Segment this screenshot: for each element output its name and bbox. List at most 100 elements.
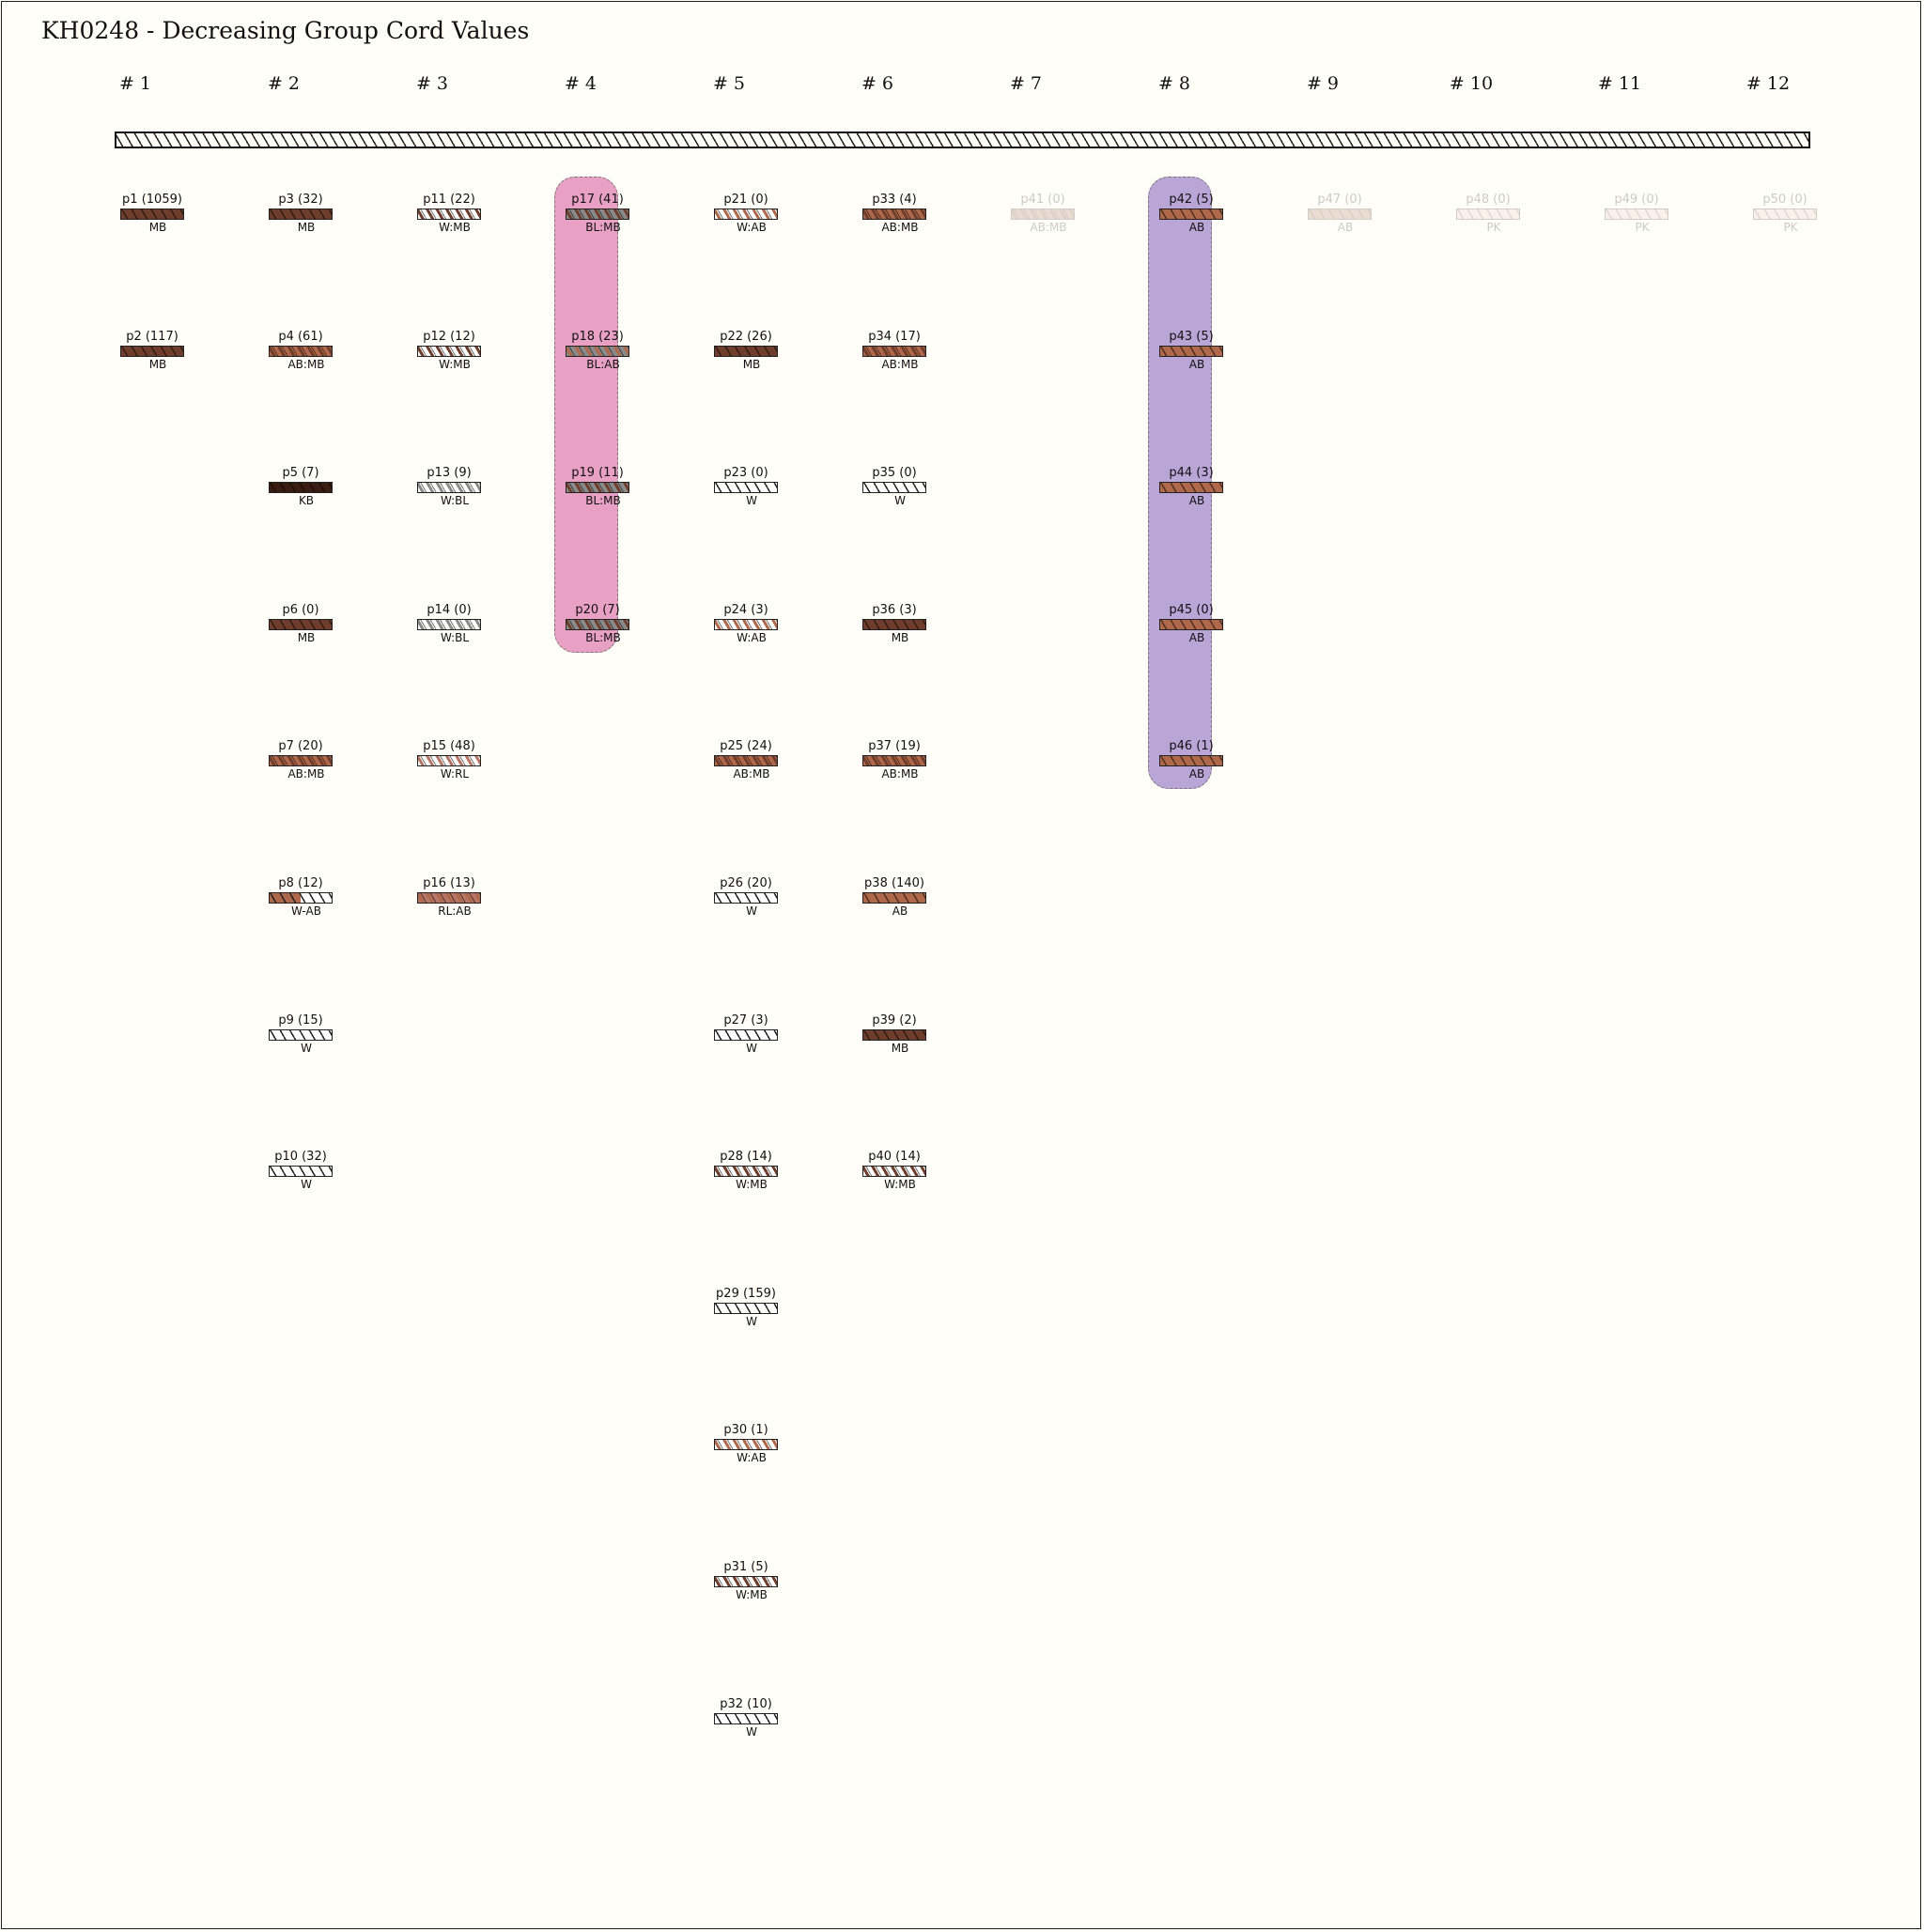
cord-label: p40 (14) xyxy=(868,1150,921,1165)
cord-label: p5 (7) xyxy=(282,466,319,481)
cord-label: p44 (3) xyxy=(1169,466,1214,481)
cord-color-code: AB xyxy=(1188,767,1205,781)
group-label: # 9 xyxy=(1306,73,1340,94)
cord-label: p50 (0) xyxy=(1762,193,1808,207)
cord-color-code: AB xyxy=(1188,494,1205,508)
cord-label: p38 (140) xyxy=(864,876,924,890)
pendant-cord: p1 (1059) MB xyxy=(110,193,194,234)
cord-color-code: W:MB xyxy=(736,1178,768,1192)
cord-label: p35 (0) xyxy=(872,466,917,481)
cord-label: p27 (3) xyxy=(723,1012,768,1028)
cord-label: p33 (4) xyxy=(872,193,917,207)
pendant-cord: p36 (3) MB xyxy=(852,603,937,644)
cord-color-code: W xyxy=(301,1041,312,1055)
cord-color-bar xyxy=(714,482,778,494)
group-label: # 12 xyxy=(1746,73,1791,94)
pendant-cord: p24 (3) W:AB xyxy=(704,602,788,644)
cord-color-bar xyxy=(269,892,333,904)
cord-color-bar xyxy=(862,482,926,494)
pendant-cord: p44 (3) AB xyxy=(1149,467,1234,507)
pendant-cord: p43 (5) AB xyxy=(1149,330,1234,371)
pendant-cord: p11 (22) W:MB xyxy=(407,193,491,234)
cord-color-bar xyxy=(1605,209,1668,220)
pendant-cord: p28 (14) W:MB xyxy=(704,1151,788,1191)
cord-color-bar xyxy=(1308,209,1372,220)
cord-color-bar xyxy=(714,892,778,904)
cord-color-bar xyxy=(714,1302,778,1314)
pendant-cord: p19 (11) BL:MB xyxy=(555,467,640,507)
cord-label: p25 (24) xyxy=(720,739,772,754)
cord-color-code: W:BL xyxy=(440,630,470,644)
pendant-cord: p20 (7) BL:MB xyxy=(555,602,640,644)
cord-color-code: AB xyxy=(892,904,908,918)
group-label: # 10 xyxy=(1449,73,1494,94)
cord-label: p22 (26) xyxy=(720,329,772,344)
cord-color-bar xyxy=(269,755,333,767)
cord-label: p12 (12) xyxy=(423,329,475,344)
cord-color-bar xyxy=(1159,345,1223,357)
cord-color-code: W xyxy=(894,494,906,508)
pendant-cord: p3 (32) MB xyxy=(258,193,343,234)
cord-label: p34 (17) xyxy=(868,329,921,344)
cord-label: p18 (23) xyxy=(571,329,624,344)
cord-color-code: AB xyxy=(1337,221,1354,234)
cord-color-bar xyxy=(714,1576,778,1587)
cord-color-code: W:RL xyxy=(440,767,470,781)
pendant-cord: p47 (0) AB xyxy=(1297,193,1382,234)
cord-color-code: W:AB xyxy=(737,221,767,234)
cord-color-bar xyxy=(1159,618,1223,630)
cord-label: p48 (0) xyxy=(1466,193,1511,207)
pendant-cord: p13 (9) W:BL xyxy=(407,467,491,507)
cord-color-bar xyxy=(862,1028,926,1041)
cord-color-bar xyxy=(417,755,481,767)
cord-color-bar xyxy=(566,209,629,220)
pendant-cord: p12 (12) W:MB xyxy=(407,329,491,371)
cord-color-code: BL:AB xyxy=(586,357,620,371)
cord-label: p8 (12) xyxy=(278,876,323,890)
cord-color-bar xyxy=(566,345,629,357)
cord-label: p9 (15) xyxy=(278,1012,323,1028)
cord-color-bar xyxy=(269,618,333,630)
cord-label: p39 (2) xyxy=(872,1012,917,1028)
cord-color-code: BL:MB xyxy=(585,494,621,508)
cord-color-bar xyxy=(417,209,481,220)
cord-label: p30 (1) xyxy=(723,1423,768,1438)
cord-color-code: W xyxy=(301,1178,312,1192)
pendant-cord: p50 (0) PK xyxy=(1743,193,1827,234)
cord-label: p49 (0) xyxy=(1614,193,1659,207)
cord-color-bar xyxy=(714,755,778,767)
pendant-cord: p7 (20) AB:MB xyxy=(258,740,343,781)
cord-color-code: W xyxy=(746,904,757,918)
pendant-cord: p34 (17) AB:MB xyxy=(852,329,937,371)
cord-label: p20 (7) xyxy=(575,602,620,617)
cord-color-bar xyxy=(120,345,184,357)
cord-label: p6 (0) xyxy=(282,602,319,617)
group-highlight xyxy=(554,177,618,653)
cord-color-code: MB xyxy=(297,630,316,644)
cord-color-bar xyxy=(862,1166,926,1178)
cord-color-code: KB xyxy=(298,494,315,508)
pendant-cord: p18 (23) BL:AB xyxy=(555,329,640,371)
cord-color-bar xyxy=(1159,482,1223,494)
cord-label: p21 (0) xyxy=(723,193,768,207)
cord-color-code: PK xyxy=(1486,221,1501,234)
cord-color-code: W:MB xyxy=(736,1588,768,1601)
cord-label: p14 (0) xyxy=(427,602,472,617)
cord-color-bar xyxy=(1011,209,1075,220)
group-label: # 6 xyxy=(861,73,894,94)
cord-label: p31 (5) xyxy=(723,1560,768,1574)
pendant-cord: p4 (61) AB:MB xyxy=(258,330,343,371)
cord-color-code: AB:MB xyxy=(287,767,325,781)
pendant-cord: p9 (15) W xyxy=(258,1012,343,1055)
pendant-cord: p32 (10) W xyxy=(704,1697,788,1739)
cord-color-bar xyxy=(714,1028,778,1041)
cord-color-code: W xyxy=(746,1724,757,1739)
cord-color-bar xyxy=(862,345,926,357)
cord-color-bar xyxy=(1456,209,1520,220)
cord-label: p24 (3) xyxy=(723,602,768,617)
pendant-cord: p26 (20) W xyxy=(704,877,788,918)
pendant-cord: p5 (7) KB xyxy=(258,467,343,507)
cord-color-code: W xyxy=(746,494,757,508)
cord-label: p7 (20) xyxy=(278,739,323,754)
